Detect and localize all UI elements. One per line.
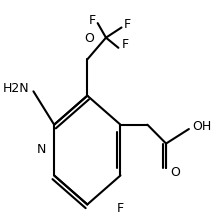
Text: O: O <box>85 32 94 45</box>
Text: N: N <box>36 143 46 156</box>
Text: O: O <box>170 166 180 179</box>
Text: H2N: H2N <box>3 82 29 95</box>
Text: F: F <box>117 202 124 215</box>
Text: F: F <box>88 14 96 27</box>
Text: OH: OH <box>192 120 211 133</box>
Text: F: F <box>123 18 131 31</box>
Text: F: F <box>122 38 129 51</box>
